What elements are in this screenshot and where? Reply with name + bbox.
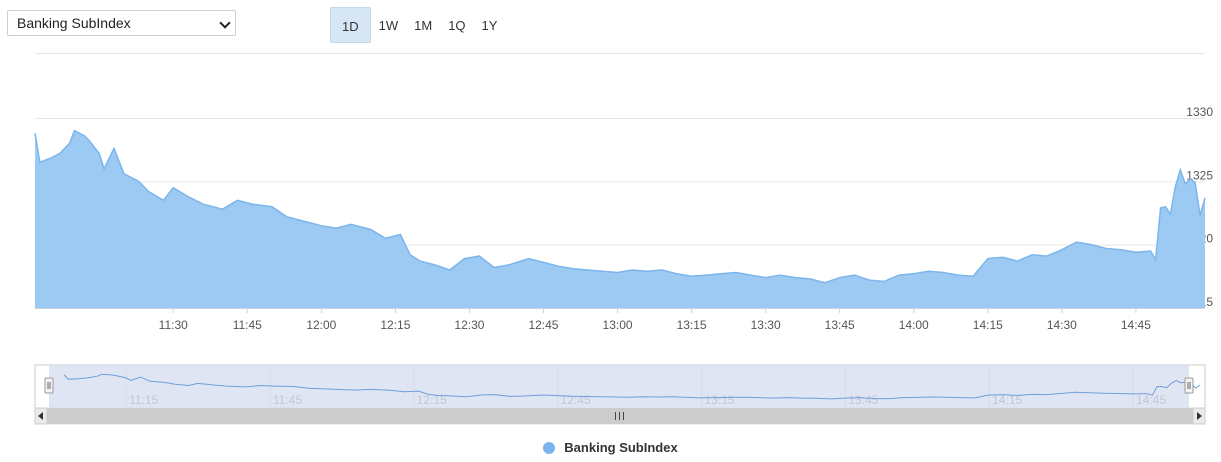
range-tab-1w[interactable]: 1W <box>378 18 399 33</box>
x-tick-label: 14:00 <box>899 318 929 332</box>
price-chart: 131513201325133011:3011:4512:0012:1512:3… <box>34 53 1213 425</box>
navigator-series-line <box>63 373 1201 400</box>
x-tick-label: 14:45 <box>1121 318 1151 332</box>
x-tick-label: 12:30 <box>454 318 484 332</box>
y-tick-label: 1330 <box>1186 105 1213 119</box>
series-area <box>35 130 1205 308</box>
x-tick-label: 12:15 <box>380 318 410 332</box>
legend-item-banking-subindex[interactable]: Banking SubIndex <box>543 440 678 455</box>
scroll-left-arrow-icon[interactable] <box>34 407 48 425</box>
legend: Banking SubIndex <box>0 440 1221 457</box>
x-tick-label: 12:00 <box>306 318 336 332</box>
navigator-right-handle[interactable] <box>1184 377 1194 394</box>
index-selector-value: Banking SubIndex <box>17 15 131 31</box>
x-tick-label: 13:15 <box>677 318 707 332</box>
scrollbar[interactable] <box>34 407 1206 425</box>
legend-marker <box>543 441 556 454</box>
y-tick-label: 1325 <box>1186 168 1213 182</box>
navigator-selection[interactable] <box>49 365 1189 408</box>
x-tick-label: 11:30 <box>159 318 188 332</box>
x-tick-label: 13:30 <box>751 318 781 332</box>
x-tick-label: 13:00 <box>603 318 633 332</box>
range-selector: 1D 1W 1M 1Q 1Y <box>330 7 505 43</box>
range-tab-1y[interactable]: 1Y <box>481 18 498 33</box>
x-tick-label: 11:45 <box>233 318 262 332</box>
legend-label: Banking SubIndex <box>564 440 678 455</box>
range-tab-1d[interactable]: 1D <box>330 7 371 43</box>
x-tick-label: 14:15 <box>973 318 1003 332</box>
range-tab-1q[interactable]: 1Q <box>448 18 466 33</box>
scroll-right-arrow-icon[interactable] <box>1192 407 1206 425</box>
x-tick-label: 13:45 <box>825 318 855 332</box>
navigator-left-handle[interactable] <box>44 377 54 394</box>
series-line <box>34 129 1206 284</box>
x-tick-label: 12:45 <box>528 318 558 332</box>
range-tab-1m[interactable]: 1M <box>414 18 433 33</box>
index-selector[interactable]: Banking SubIndex <box>7 10 236 36</box>
x-tick-label: 14:30 <box>1047 318 1077 332</box>
